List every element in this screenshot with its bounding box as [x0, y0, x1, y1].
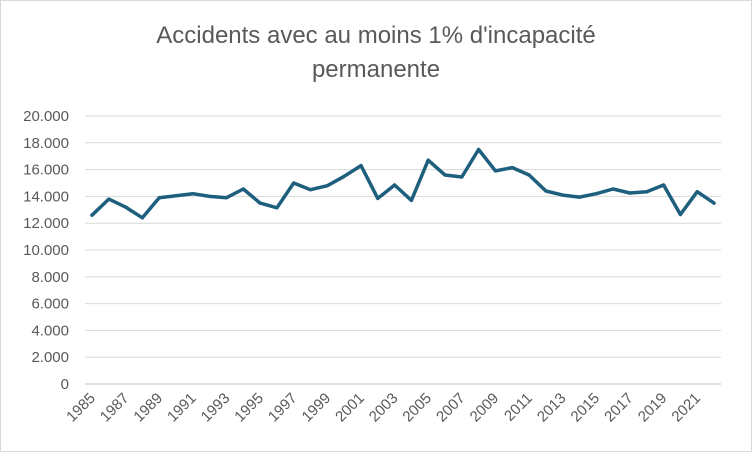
y-tick-label: 20.000 [23, 108, 69, 125]
y-tick-label: 0 [61, 376, 69, 393]
series-line [90, 147, 716, 220]
y-tick-label: 4.000 [31, 322, 69, 339]
y-tick-label: 10.000 [23, 242, 69, 259]
data-point [695, 190, 699, 194]
data-point [241, 187, 245, 191]
x-tick-label: 2021 [668, 390, 704, 426]
data-point [460, 175, 464, 179]
x-tick-label: 1991 [164, 390, 200, 426]
data-point [678, 212, 682, 217]
data-point [174, 194, 178, 198]
x-tick-label: 2001 [332, 390, 368, 426]
y-tick-label: 12.000 [23, 215, 69, 232]
data-point [544, 189, 548, 193]
data-point [712, 201, 716, 205]
x-tick-label: 2019 [635, 390, 671, 426]
data-point [477, 147, 481, 152]
y-tick-label: 14.000 [23, 188, 69, 205]
data-point [157, 196, 161, 200]
x-tick-label: 2017 [601, 390, 637, 426]
data-point [594, 192, 598, 196]
data-point [224, 196, 229, 200]
y-tick-label: 2.000 [31, 349, 69, 366]
data-point [124, 205, 128, 209]
y-tick-label: 6.000 [31, 296, 69, 313]
data-point [191, 192, 195, 196]
x-tick-label: 1999 [299, 390, 335, 426]
data-point [376, 196, 380, 201]
x-tick-label: 2007 [433, 390, 469, 426]
x-tick-label: 2009 [467, 390, 503, 426]
x-tick-label: 2015 [568, 390, 604, 426]
x-tick-label: 2003 [366, 390, 402, 426]
x-tick-label: 2005 [399, 390, 435, 426]
data-point [359, 163, 363, 168]
data-point [342, 174, 346, 178]
data-point [645, 190, 649, 194]
data-point [409, 198, 414, 203]
data-point [208, 194, 212, 198]
chart-title-line-2: permanente [311, 56, 441, 83]
data-point [628, 191, 632, 195]
x-tick-label: 2013 [534, 390, 570, 426]
data-point [661, 183, 666, 187]
data-point [577, 195, 582, 199]
x-tick-label: 1987 [97, 390, 133, 426]
data-point [107, 197, 111, 201]
data-point [561, 193, 565, 197]
data-point [443, 173, 447, 177]
y-tick-label: 18.000 [23, 135, 69, 152]
data-point [493, 169, 498, 173]
chart-title: Accidents avec au moins 1% d'incapacité … [1, 19, 751, 87]
data-point [140, 216, 145, 220]
x-tick-label: 1995 [231, 390, 267, 426]
x-tick-label: 1985 [63, 390, 99, 426]
data-point [527, 173, 531, 177]
data-point [392, 183, 397, 187]
chart-title-line-1: Accidents avec au moins 1% d'incapacité [156, 22, 596, 49]
x-tick-label: 1997 [265, 390, 301, 426]
data-point [258, 201, 262, 205]
data-point [275, 206, 279, 210]
data-point [308, 188, 313, 192]
data-point [325, 184, 329, 188]
data-point [90, 213, 94, 217]
data-point [510, 165, 514, 170]
data-point [611, 187, 615, 191]
data-point [426, 158, 430, 162]
x-tick-label: 1989 [130, 390, 166, 426]
y-tick-label: 16.000 [23, 162, 69, 179]
y-tick-label: 8.000 [31, 269, 69, 286]
x-tick-label: 1993 [198, 390, 234, 426]
data-point [292, 181, 296, 185]
x-tick-label: 2011 [501, 390, 536, 425]
